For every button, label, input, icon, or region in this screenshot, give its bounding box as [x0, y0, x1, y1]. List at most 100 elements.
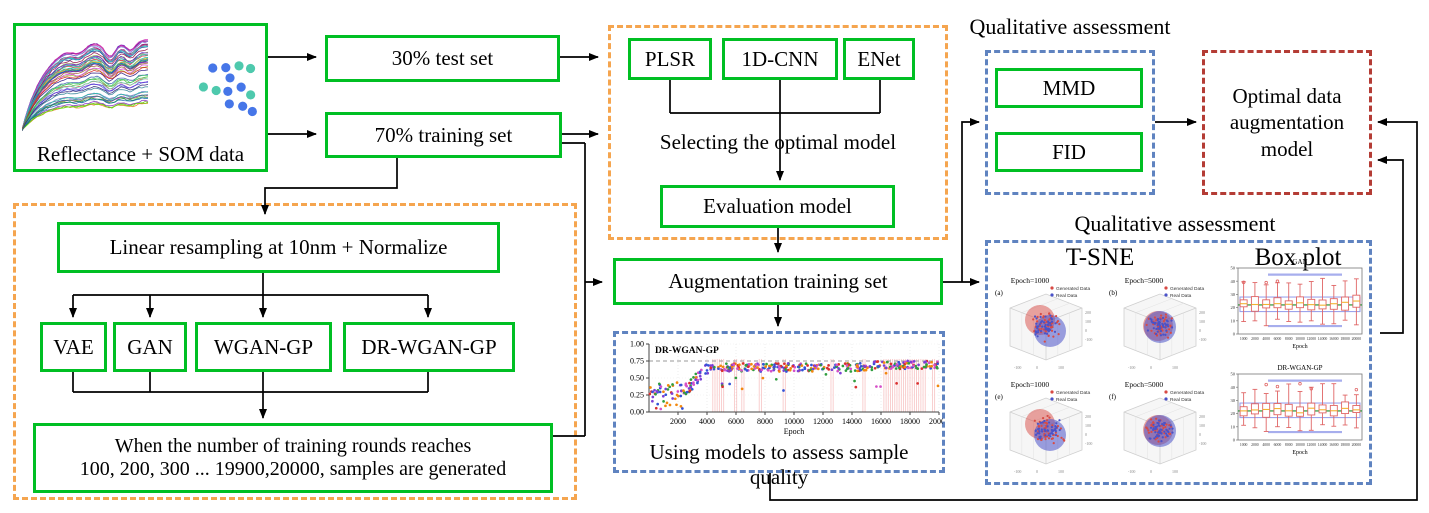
svg-text:1000: 1000	[1240, 443, 1248, 447]
training-rounds-box: When the number of training rounds reach…	[33, 423, 553, 493]
svg-text:100: 100	[1058, 469, 1064, 474]
wgan-gp-box: WGAN-GP	[195, 322, 332, 372]
svg-text:Real Data: Real Data	[1170, 397, 1192, 403]
svg-text:-100: -100	[1014, 469, 1021, 474]
training-rounds-line1: When the number of training rounds reach…	[114, 435, 472, 457]
svg-text:100: 100	[1172, 365, 1178, 370]
reflectance-som-box: Reflectance + SOM data	[13, 23, 268, 172]
mmd-label: MMD	[1042, 75, 1096, 100]
reflectance-spectra-plot	[22, 39, 149, 132]
svg-text:40: 40	[1231, 385, 1236, 390]
enet-label: ENet	[857, 46, 901, 71]
svg-text:1.00: 1.00	[630, 340, 644, 349]
svg-text:20000: 20000	[1352, 443, 1362, 447]
svg-text:20: 20	[1231, 305, 1236, 310]
svg-text:0.25: 0.25	[630, 391, 644, 400]
svg-text:14000: 14000	[1318, 337, 1328, 341]
svg-text:Real Data: Real Data	[1056, 397, 1078, 403]
svg-text:8000: 8000	[1285, 443, 1293, 447]
training-set-label: 70% training set	[374, 122, 513, 147]
svg-text:0: 0	[1150, 365, 1152, 370]
dr-wgan-gp-boxplot: DR-WGAN-GP 0 10 20 30 40 50 1000 2000 4000 6000 800…	[1231, 364, 1363, 456]
assess-caption: Using models to assess sample quality	[649, 440, 909, 489]
svg-text:Generated Data: Generated Data	[1056, 390, 1090, 396]
svg-text:-100: -100	[1128, 365, 1135, 370]
plsr-label: PLSR	[644, 46, 696, 71]
svg-text:0: 0	[1036, 365, 1038, 370]
svg-text:0.00: 0.00	[630, 408, 644, 417]
svg-text:200: 200	[1085, 310, 1091, 315]
qualitative-heading-1: Qualitative assessment	[969, 14, 1171, 39]
svg-text:12000: 12000	[1307, 337, 1317, 341]
plsr-box: PLSR	[628, 38, 712, 80]
svg-text:100: 100	[1172, 469, 1178, 474]
quality-scatter-plot: 0.00 0.25 0.50 0.75 1.00 2000 4000 6000 8000 1000…	[630, 340, 943, 436]
svg-text:0.50: 0.50	[630, 374, 644, 383]
svg-text:Epoch=5000: Epoch=5000	[1125, 276, 1164, 285]
svg-text:12000: 12000	[1307, 443, 1317, 447]
svg-text:14000: 14000	[1318, 443, 1328, 447]
evaluation-model-label: Evaluation model	[703, 194, 852, 219]
svg-text:200: 200	[1085, 414, 1091, 419]
svg-text:Epoch: Epoch	[1292, 344, 1307, 350]
svg-text:20000: 20000	[1352, 337, 1362, 341]
svg-text:Generated Data: Generated Data	[1170, 390, 1204, 396]
svg-text:30: 30	[1231, 398, 1236, 403]
svg-text:-100: -100	[1085, 441, 1092, 446]
augmentation-set-box: Augmentation training set	[613, 258, 943, 305]
svg-text:16000: 16000	[1329, 443, 1339, 447]
svg-text:10: 10	[1231, 318, 1236, 323]
svg-text:10: 10	[1231, 424, 1236, 429]
optimal-model-box: Optimal data augmentation model	[1202, 50, 1372, 195]
svg-text:18000: 18000	[1340, 337, 1350, 341]
svg-text:(b): (b)	[1109, 289, 1118, 297]
training-set-box: 70% training set	[325, 112, 562, 158]
gan-label: GAN	[127, 334, 173, 359]
resampling-label: Linear resampling at 10nm + Normalize	[109, 235, 448, 260]
svg-text:Epoch: Epoch	[784, 427, 804, 436]
svg-text:1000: 1000	[1240, 337, 1248, 341]
selecting-optimal-label: Selecting the optimal model	[659, 130, 897, 154]
reflectance-som-label: Reflectance + SOM data	[36, 141, 245, 166]
svg-text:6000: 6000	[728, 417, 744, 426]
svg-text:4000: 4000	[1262, 443, 1270, 447]
mmd-box: MMD	[995, 68, 1143, 108]
fid-box: FID	[995, 132, 1143, 172]
svg-text:20: 20	[1231, 411, 1236, 416]
svg-text:(a): (a)	[995, 289, 1003, 297]
svg-text:100: 100	[1085, 319, 1091, 324]
svg-text:0: 0	[1233, 438, 1236, 443]
svg-text:Real Data: Real Data	[1170, 293, 1192, 299]
vae-box: VAE	[40, 322, 107, 372]
svg-text:30: 30	[1231, 292, 1236, 297]
svg-text:GAN: GAN	[1292, 258, 1307, 266]
vae-label: VAE	[53, 334, 94, 359]
svg-text:14000: 14000	[842, 417, 862, 426]
svg-text:-100: -100	[1085, 337, 1092, 342]
svg-text:Real Data: Real Data	[1056, 293, 1078, 299]
evaluation-model-box: Evaluation model	[660, 185, 895, 228]
svg-text:50: 50	[1231, 266, 1236, 271]
dr-wgan-gp-label: DR-WGAN-GP	[361, 334, 497, 359]
training-rounds-line2: 100, 200, 300 ... 19900,20000, samples a…	[79, 458, 507, 480]
1d-cnn-box: 1D-CNN	[722, 38, 838, 80]
svg-text:0: 0	[1233, 332, 1236, 337]
resampling-box: Linear resampling at 10nm + Normalize	[57, 222, 500, 273]
svg-text:Generated Data: Generated Data	[1056, 286, 1090, 292]
svg-text:DR-WGAN-GP: DR-WGAN-GP	[655, 346, 719, 356]
svg-text:10000: 10000	[1295, 337, 1305, 341]
svg-text:20000: 20000	[929, 417, 943, 426]
svg-text:12000: 12000	[813, 417, 833, 426]
svg-text:0: 0	[1199, 328, 1201, 333]
svg-text:2000: 2000	[670, 417, 686, 426]
svg-text:100: 100	[1058, 365, 1064, 370]
tsne-heading: T-SNE	[1065, 244, 1135, 271]
svg-text:-100: -100	[1014, 365, 1021, 370]
svg-text:16000: 16000	[1329, 337, 1339, 341]
svg-text:Epoch=1000: Epoch=1000	[1011, 380, 1050, 389]
svg-text:100: 100	[1199, 423, 1205, 428]
